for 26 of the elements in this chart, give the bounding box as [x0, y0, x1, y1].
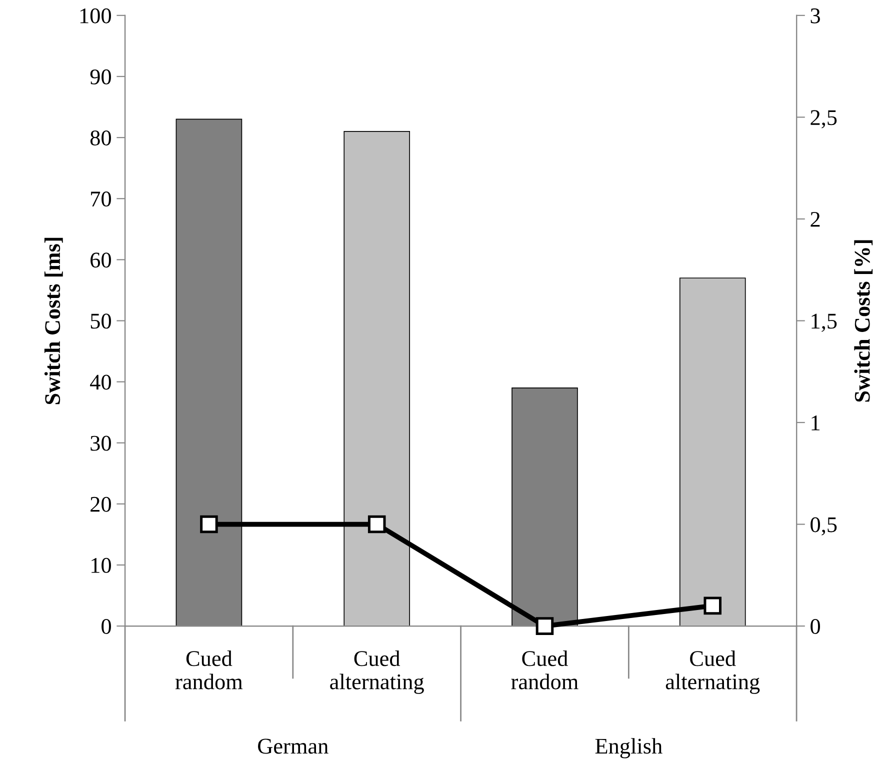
y-tick-label: 40 — [90, 374, 111, 390]
y2-tick-label: 1 — [812, 416, 820, 430]
y-tick-label: 10 — [92, 558, 111, 573]
y2-tick-label: 3 — [810, 8, 820, 24]
y2-tick-label: 0,5 — [810, 517, 837, 536]
y-tick-label: 70 — [91, 192, 111, 207]
y-tick-label: 20 — [90, 496, 111, 512]
text: English — [595, 738, 662, 758]
y-tick-label: 30 — [90, 436, 111, 451]
y-tick-label: 90 — [90, 69, 111, 84]
y-tick-label: 0 — [102, 618, 111, 634]
text: German — [258, 738, 328, 754]
y-tick-label: 50 — [90, 314, 111, 329]
y2-axis-title: Switch Costs [%] — [854, 240, 873, 402]
y-axis-title: Switch Costs [ms] — [44, 238, 63, 404]
y-tick-label: 100 — [80, 8, 111, 24]
x-tick-label: Cued alternating — [330, 650, 424, 694]
x-tick-label: Cued random — [511, 650, 578, 690]
y2-tick-label: 2,5 — [810, 110, 837, 128]
y2-tick-label: 2 — [810, 212, 820, 227]
y2-tick-label: 0 — [810, 618, 820, 634]
y-tick-label: 60 — [90, 252, 111, 268]
x-tick-label: Cued random — [175, 650, 243, 690]
x-tick-label: Cued alternating — [666, 650, 760, 694]
y-tick-label: 80 — [90, 130, 111, 146]
y2-tick-label: 1,5 — [812, 314, 837, 332]
